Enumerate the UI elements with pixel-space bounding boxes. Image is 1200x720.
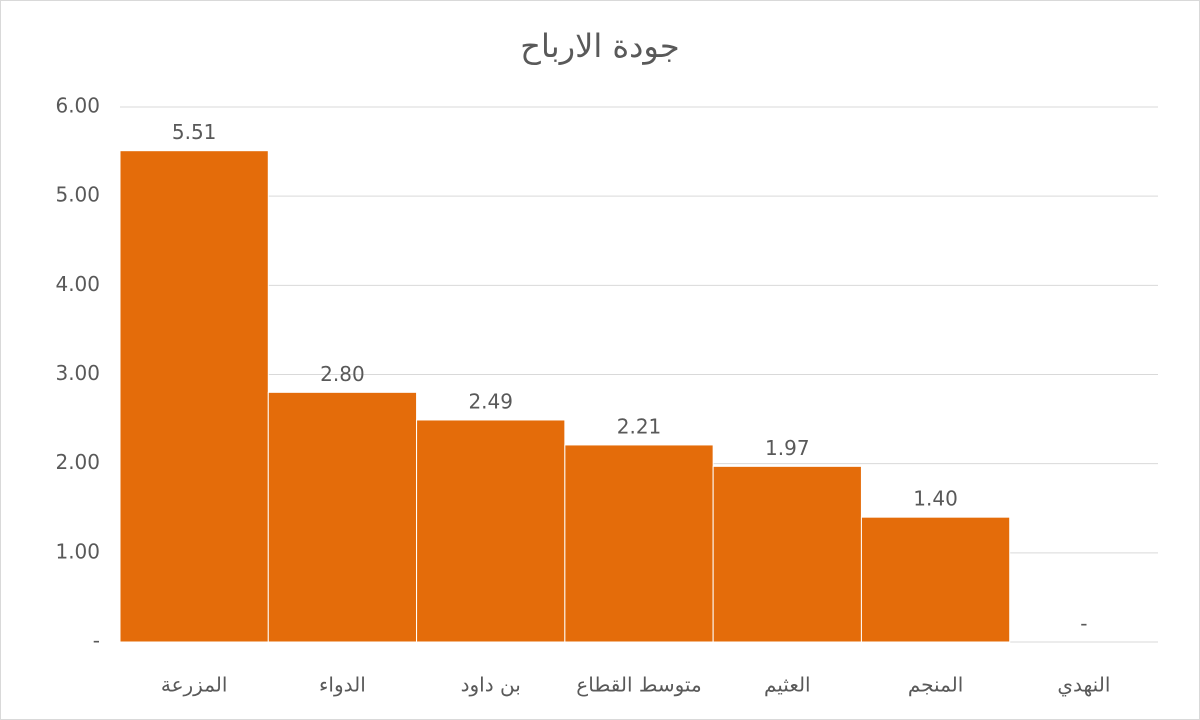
x-tick-label: العثيم bbox=[764, 673, 811, 697]
value-label: 1.40 bbox=[913, 487, 958, 511]
bar bbox=[267, 391, 418, 643]
y-tick-label: - bbox=[93, 629, 100, 653]
value-label: 2.49 bbox=[468, 389, 513, 413]
y-tick-label: 6.00 bbox=[55, 94, 100, 118]
y-tick-label: 1.00 bbox=[55, 539, 100, 563]
x-tick-label: متوسط القطاع bbox=[576, 673, 701, 697]
bar bbox=[712, 465, 862, 643]
x-tick-label: الدواء bbox=[319, 673, 366, 697]
y-tick-label: 3.00 bbox=[55, 361, 100, 385]
value-label: 2.21 bbox=[617, 414, 662, 438]
chart-title: جودة الارباح bbox=[520, 27, 679, 65]
bar bbox=[416, 419, 566, 643]
x-tick-label: المنجم bbox=[908, 673, 963, 697]
y-tick-label: 5.00 bbox=[55, 183, 100, 207]
bar bbox=[860, 516, 1011, 643]
bar bbox=[119, 150, 269, 643]
x-tick-label: المزرعة bbox=[161, 673, 228, 697]
value-label: 5.51 bbox=[172, 120, 217, 144]
value-label: - bbox=[1080, 612, 1087, 636]
y-tick-label: 2.00 bbox=[55, 450, 100, 474]
bar bbox=[564, 444, 714, 643]
value-label: 2.80 bbox=[320, 362, 365, 386]
x-tick-label: النهدي bbox=[1057, 673, 1110, 698]
x-tick-label: بن داود bbox=[461, 673, 521, 697]
value-label: 1.97 bbox=[765, 436, 810, 460]
y-tick-label: 4.00 bbox=[55, 272, 100, 296]
